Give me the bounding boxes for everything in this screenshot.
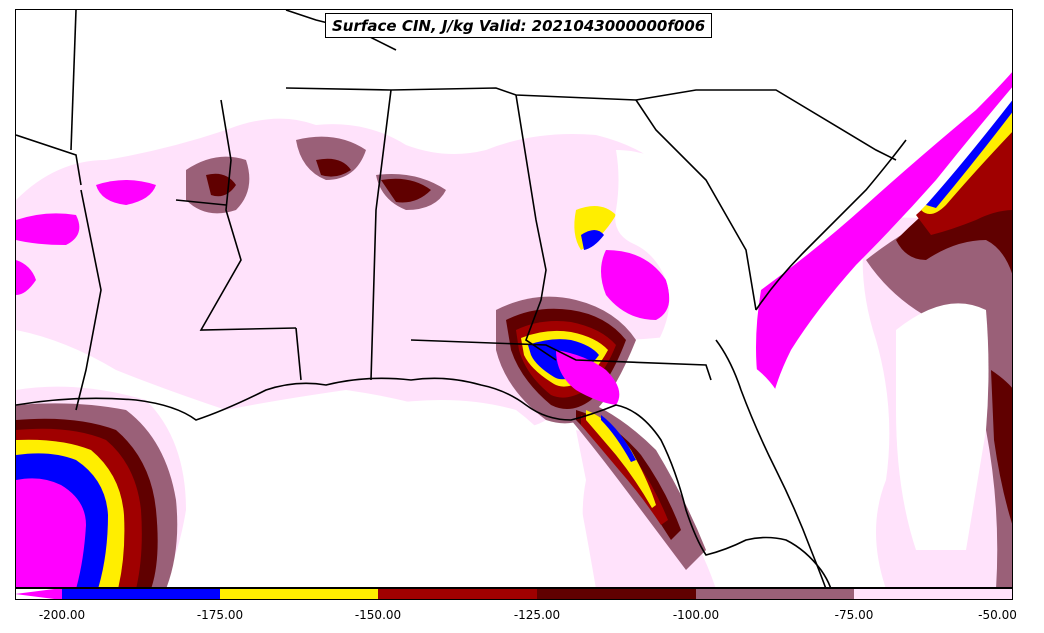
cin-map [16, 10, 1012, 587]
cin-magenta-areas [16, 72, 1012, 587]
colorbar-tick-label: -75.00 [834, 608, 874, 622]
colorbar-segment-2 [220, 588, 378, 600]
colorbar-tick-label: -50.00 [978, 608, 1017, 622]
colorbar-tick-label: -125.00 [513, 608, 561, 622]
colorbar-tick-label: -200.00 [38, 608, 86, 622]
colorbar-segment-5 [696, 588, 854, 600]
colorbar-segment-4 [537, 588, 696, 600]
cin-clear-areas [16, 10, 1012, 587]
colorbar-tick-label: -100.00 [672, 608, 720, 622]
colorbar-segment-3 [378, 588, 537, 600]
colorbar-outline [15, 588, 1013, 600]
map-panel [15, 9, 1013, 588]
colorbar-tick-label: -150.00 [354, 608, 402, 622]
colorbar [15, 588, 1013, 600]
colorbar-segment-1 [62, 588, 220, 600]
colorbar-extend-triangle [15, 588, 62, 600]
map-borders [16, 10, 907, 587]
colorbar-segment-6 [854, 588, 1013, 600]
map-title: Surface CIN, J/kg Valid: 2021043000000f0… [325, 13, 713, 38]
colorbar-tick-label: -175.00 [196, 608, 244, 622]
